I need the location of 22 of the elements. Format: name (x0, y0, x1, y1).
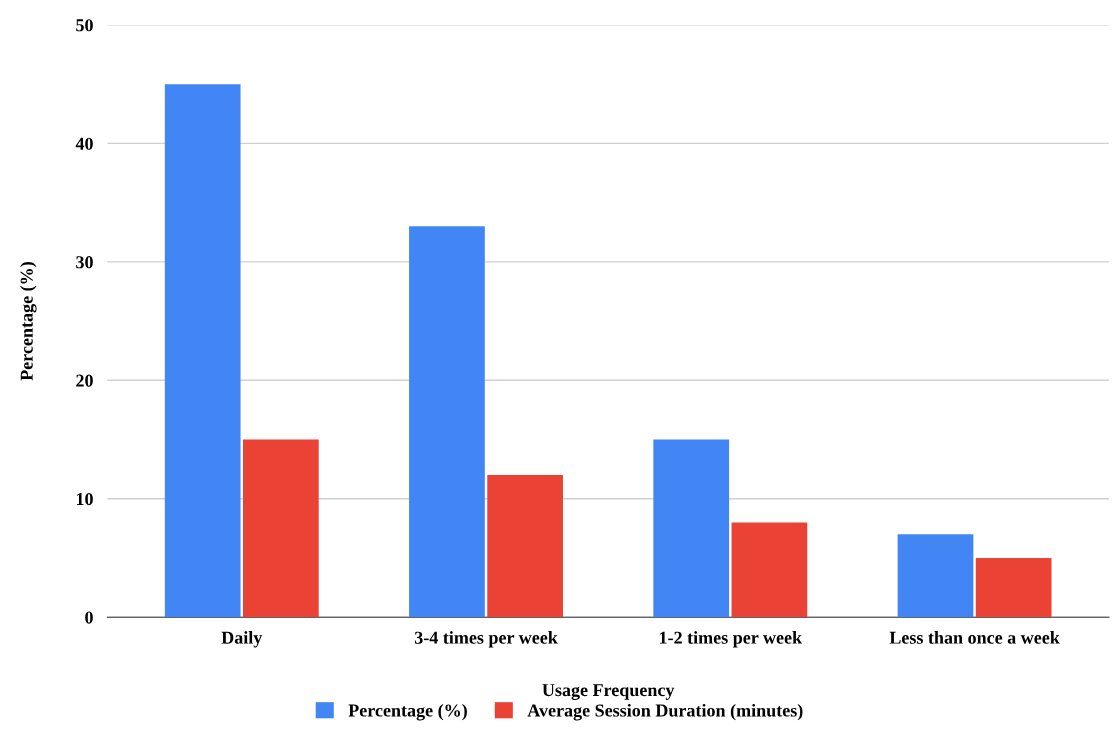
y-tick-label: 40 (75, 137, 93, 150)
y-tick-label: 20 (76, 374, 93, 387)
bar (975, 557, 1052, 618)
bar (897, 534, 974, 618)
bar (409, 226, 485, 618)
y-tick-label: 50 (76, 19, 93, 32)
y-axis-title: Percentage (%) (20, 262, 37, 381)
bar (653, 439, 730, 618)
bar (164, 84, 241, 618)
y-tick-label: 10 (76, 492, 93, 506)
bar (731, 522, 808, 618)
x-tick-label: Less than once a week (889, 631, 1060, 644)
x-tick-label: Daily (221, 631, 263, 648)
y-tick-label: 0 (85, 611, 93, 624)
x-tick-label: 3-4 times per week (414, 631, 558, 648)
bar (242, 439, 319, 618)
legend-label: Average Session Duration (minutes) (527, 703, 803, 721)
x-tick-label: 1-2 times per week (659, 631, 803, 648)
bar (487, 475, 563, 618)
y-tick-label: 30 (76, 256, 93, 269)
x-axis-title: Usage Frequency (542, 684, 675, 700)
legend-label: Percentage (%) (348, 703, 467, 721)
